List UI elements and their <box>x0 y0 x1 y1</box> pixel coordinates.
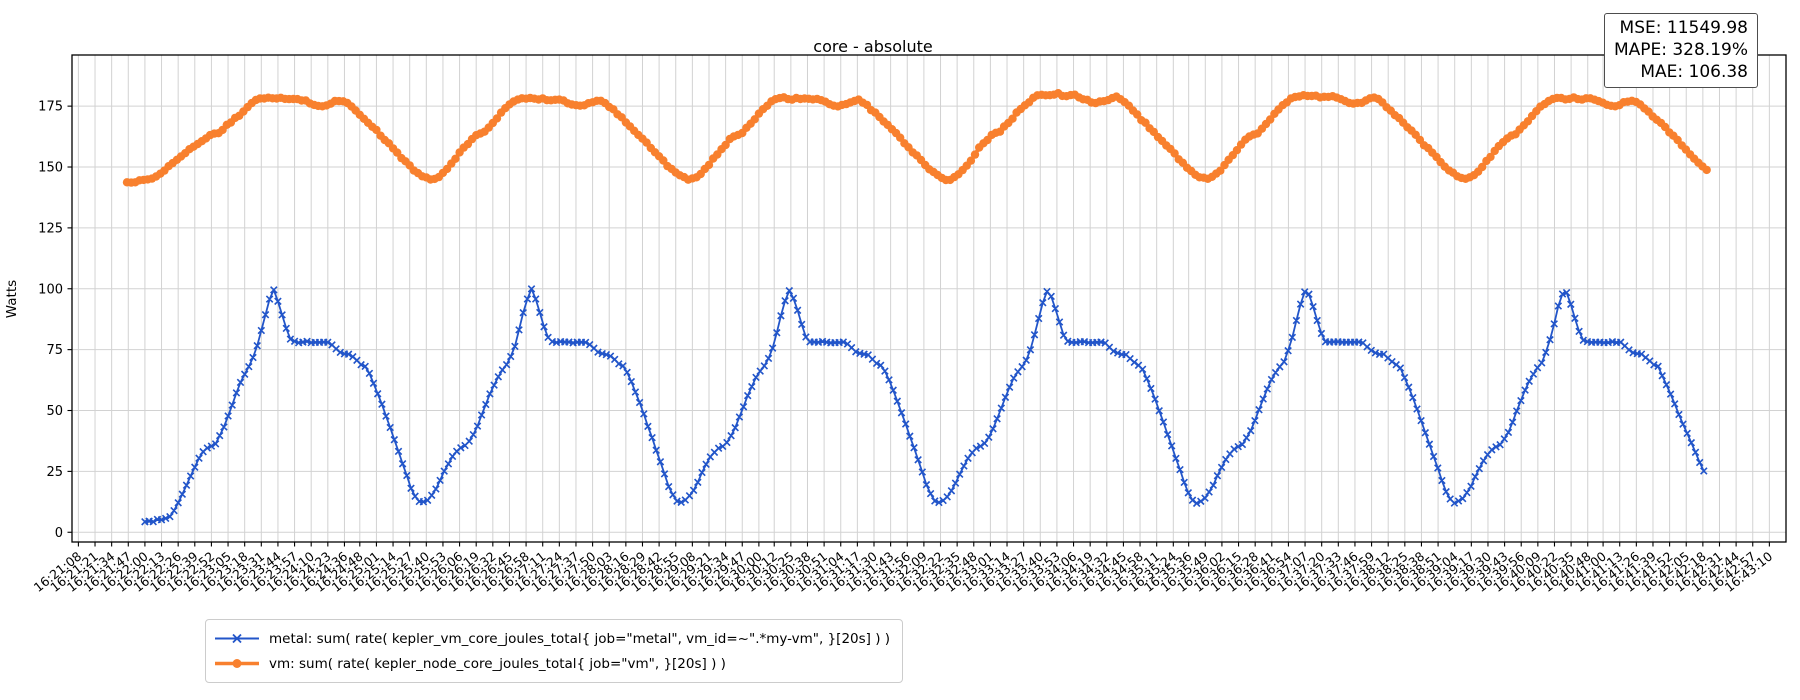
stat-mse: MSE: 11549.98 <box>1619 18 1748 38</box>
plot-title: core - absolute <box>813 37 933 56</box>
legend-label-vm: vm: sum( rate( kepler_node_core_joules_t… <box>269 655 726 672</box>
grid-lines <box>72 55 1786 542</box>
y-tick-label: 125 <box>38 221 63 236</box>
vm-line-marker-icon <box>215 659 259 668</box>
y-tick-label: 0 <box>55 526 63 541</box>
stat-mae: MAE: 106.38 <box>1640 62 1748 82</box>
metal-line-marker-icon <box>215 633 259 644</box>
y-tick-label: 50 <box>46 404 63 419</box>
stats-box: MSE: 11549.98 MAPE: 328.19% MAE: 106.38 <box>1603 13 1758 88</box>
y-axis-label: Watts <box>4 279 20 319</box>
x-tick-labels: 16:21:0816:21:2116:21:3416:21:4716:22:00… <box>31 549 1775 595</box>
legend-item-vm: vm: sum( rate( kepler_node_core_joules_t… <box>214 651 890 676</box>
y-tick-label: 25 <box>46 465 63 480</box>
legend-item-metal: metal: sum( rate( kepler_vm_core_joules_… <box>214 626 890 651</box>
y-tick-labels: 0 25 50 75 100 125 150 175 <box>38 100 63 541</box>
legend-label-metal: metal: sum( rate( kepler_vm_core_joules_… <box>269 630 891 647</box>
tick-marks <box>67 105 1770 547</box>
axes-frame <box>71 54 1787 543</box>
series-metal <box>141 285 1708 526</box>
stat-mape: MAPE: 328.19% <box>1613 40 1748 60</box>
y-tick-label: 175 <box>38 100 63 115</box>
y-tick-label: 150 <box>38 161 63 176</box>
y-tick-label: 100 <box>38 282 63 297</box>
y-tick-label: 75 <box>46 343 63 358</box>
series-vm <box>122 89 1711 187</box>
legend: metal: sum( rate( kepler_vm_core_joules_… <box>205 619 904 683</box>
